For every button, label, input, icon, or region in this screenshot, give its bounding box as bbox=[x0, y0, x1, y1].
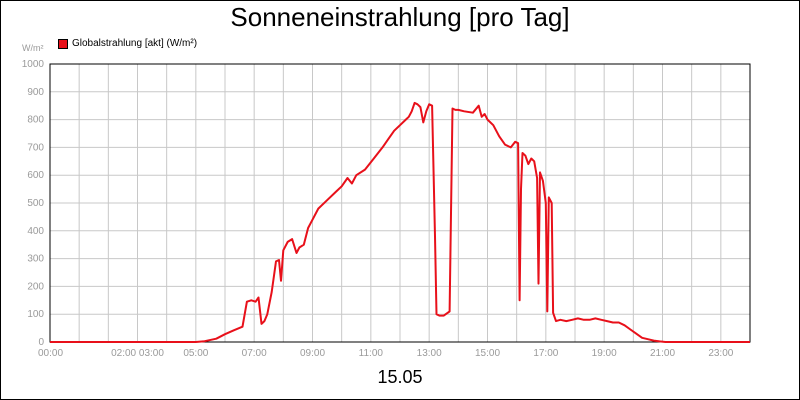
x-tick-label: 02:00 03:00 bbox=[111, 348, 164, 359]
y-tick-label: 700 bbox=[27, 142, 44, 153]
x-tick-label: 17:00 bbox=[533, 348, 558, 359]
y-tick-label: 500 bbox=[27, 198, 44, 209]
x-tick-label: 19:00 bbox=[592, 348, 617, 359]
x-tick-label: 15:00 bbox=[475, 348, 500, 359]
y-tick-label: 1000 bbox=[22, 59, 45, 70]
chart-title: Sonneneinstrahlung [pro Tag] bbox=[230, 2, 570, 32]
y-tick-label: 800 bbox=[27, 115, 44, 126]
legend: Globalstrahlung [akt] (W/m²) bbox=[58, 38, 197, 49]
y-tick-label: 100 bbox=[27, 309, 44, 320]
y-tick-label: 300 bbox=[27, 254, 44, 265]
x-tick-label: 09:00 bbox=[300, 348, 325, 359]
x-axis-date-label: 15.05 bbox=[377, 367, 423, 387]
y-tick-label: 0 bbox=[38, 337, 44, 348]
x-tick-label: 00:00 bbox=[38, 348, 63, 359]
y-tick-label: 200 bbox=[27, 281, 44, 292]
x-tick-label: 13:00 bbox=[417, 348, 442, 359]
y-tick-label: 900 bbox=[27, 87, 44, 98]
x-tick-label: 11:00 bbox=[359, 348, 384, 359]
x-tick-label: 05:00 bbox=[183, 348, 208, 359]
x-tick-label: 21:00 bbox=[650, 348, 675, 359]
y-axis-unit: W/m² bbox=[22, 43, 44, 53]
x-tick-label: 07:00 bbox=[242, 348, 267, 359]
y-tick-label: 400 bbox=[27, 226, 44, 237]
y-tick-label: 600 bbox=[27, 170, 44, 181]
legend-swatch bbox=[58, 38, 68, 49]
plot-border bbox=[49, 63, 751, 343]
series-line-globalstrahlung bbox=[50, 101, 750, 343]
legend-label: Globalstrahlung [akt] (W/m²) bbox=[72, 38, 198, 49]
x-tick-label: 23:00 bbox=[708, 348, 733, 359]
